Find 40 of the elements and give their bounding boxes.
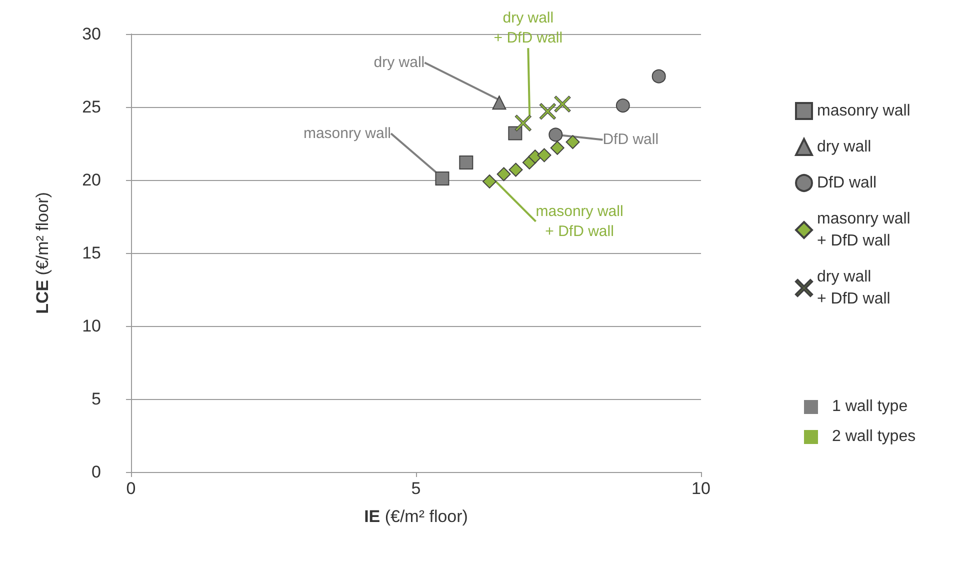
y-tick-label: 15 xyxy=(82,244,101,262)
legend-label: dry wall xyxy=(817,138,872,156)
point xyxy=(550,140,564,155)
legend-label: DfD wall xyxy=(602,131,659,148)
y-tick-label: 0 xyxy=(92,462,101,482)
y-tick-label: 5 xyxy=(92,390,101,408)
point xyxy=(616,98,630,113)
y-tick-label: 25 xyxy=(82,98,101,116)
legend-label: dry wall + DfD wall xyxy=(817,268,890,308)
point xyxy=(566,135,580,150)
y-tick-label: 10 xyxy=(82,316,101,336)
y-tick-label: 30 xyxy=(82,24,101,44)
text: 2 wall types xyxy=(832,428,916,446)
y-axis-title: LCE (€/m² floor) xyxy=(33,192,52,314)
x-tick-label: 0 xyxy=(126,479,136,498)
text: masonry wall + DfD wall xyxy=(536,202,624,240)
point xyxy=(482,174,497,188)
point xyxy=(459,155,474,170)
x-tick-label: 5 xyxy=(411,479,421,498)
text: masonry wall xyxy=(303,125,391,142)
legend-label: masonry wall + DfD wall xyxy=(817,210,910,250)
point xyxy=(508,126,522,140)
point xyxy=(554,96,571,112)
text: DfD wall xyxy=(817,174,877,192)
x-axis-title: IE (€/m² floor) xyxy=(364,507,468,526)
text: 1 wall type xyxy=(832,398,908,416)
y-tick-label: 20 xyxy=(82,170,101,190)
point xyxy=(435,172,450,186)
point xyxy=(514,114,532,132)
text: dry wall + DfD wall xyxy=(494,10,563,47)
point xyxy=(539,103,556,120)
x-tick-label: 10 xyxy=(692,479,710,498)
point xyxy=(537,148,552,162)
point xyxy=(652,69,666,84)
legend-label: masonry wall xyxy=(817,102,910,120)
point xyxy=(496,167,511,182)
text: dry wall xyxy=(374,54,425,72)
point xyxy=(548,128,563,142)
point xyxy=(508,162,523,177)
point xyxy=(492,96,506,110)
